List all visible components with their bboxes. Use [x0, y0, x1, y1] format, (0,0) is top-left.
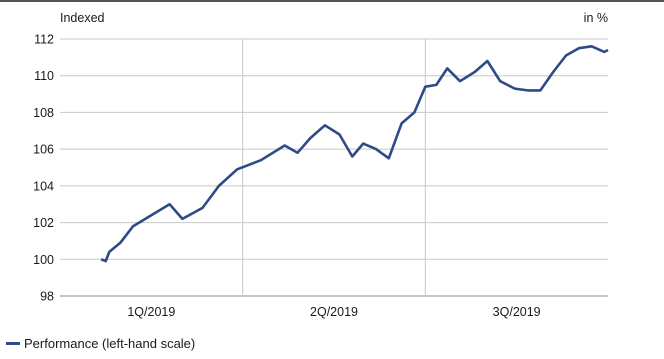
legend: Performance (left-hand scale): [6, 336, 195, 351]
y-tick-label: 106: [33, 143, 54, 157]
series-line-performance: [101, 46, 608, 261]
legend-label: Performance (left-hand scale): [24, 336, 195, 351]
x-tick-label: 2Q/2019: [310, 305, 358, 319]
y-tick-label: 108: [33, 106, 54, 120]
x-tick-label: 3Q/2019: [493, 305, 541, 319]
x-tick-labels: 1Q/2019 2Q/2019 3Q/2019: [127, 305, 540, 319]
y-tick-label: 98: [40, 290, 54, 304]
y-tick-label: 104: [33, 179, 54, 193]
y2-axis-label: in %: [584, 11, 608, 25]
y-axis-label: Indexed: [60, 11, 105, 25]
y-tick-labels: 98 100 102 104 106 108 110 112: [33, 33, 54, 304]
legend-swatch: [6, 342, 20, 345]
y-tick-label: 110: [34, 69, 54, 83]
y-tick-label: 100: [33, 253, 54, 267]
y-tick-label: 102: [33, 216, 54, 230]
grid: [60, 39, 608, 296]
x-tick-label: 1Q/2019: [127, 305, 175, 319]
y-tick-label: 112: [34, 33, 54, 47]
